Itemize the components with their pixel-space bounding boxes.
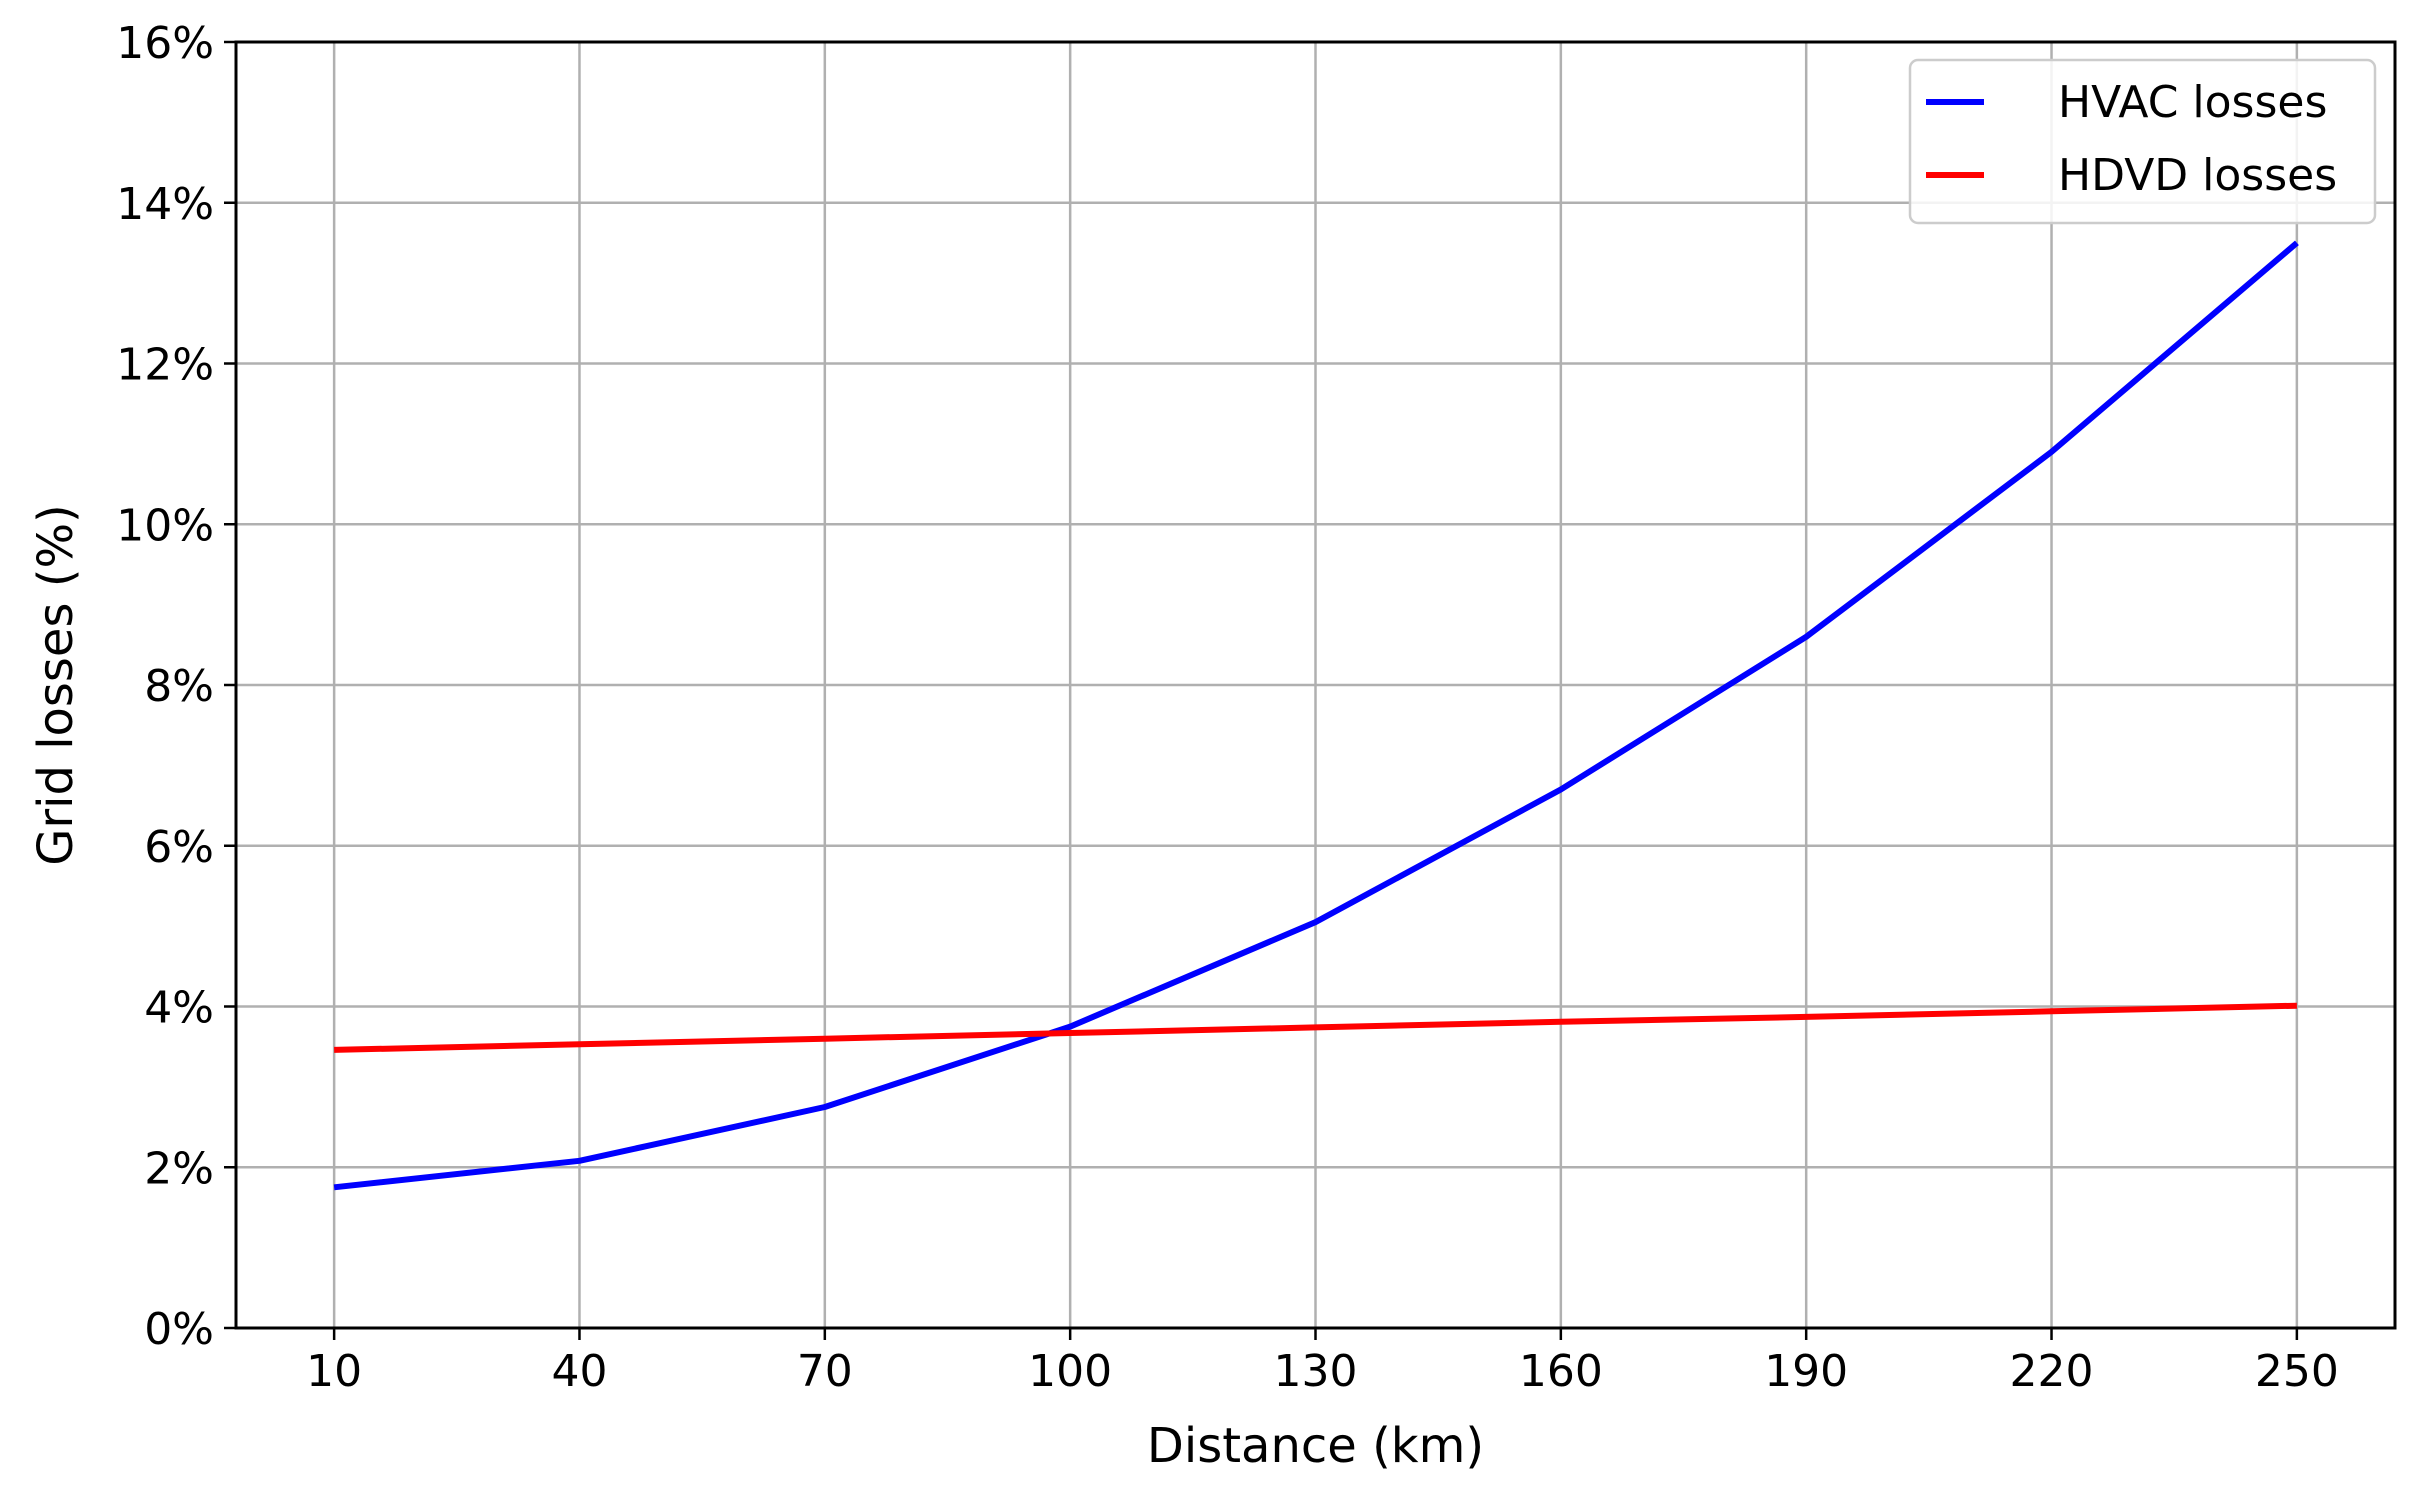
y-axis-ticks: 0% 2% 4% 6% 8% 10% 12% 14% 16% — [116, 18, 236, 1355]
x-tick-label: 10 — [306, 1346, 362, 1397]
legend: HVAC losses HDVD losses — [1908, 58, 2377, 225]
legend-label-hvac: HVAC losses — [2058, 77, 2327, 128]
y-tick-label: 2% — [144, 1143, 214, 1194]
y-tick-label: 8% — [144, 661, 214, 712]
x-tick-label: 40 — [551, 1346, 607, 1397]
x-axis-label: Distance (km) — [1147, 1418, 1484, 1474]
y-tick-label: 6% — [144, 822, 214, 873]
y-axis-label: Grid losses (%) — [28, 504, 84, 866]
x-axis-ticks: 10 40 70 100 130 160 190 220 250 — [306, 1328, 2339, 1397]
x-tick-label: 130 — [1274, 1346, 1358, 1397]
x-tick-label: 70 — [797, 1346, 853, 1397]
y-tick-label: 16% — [116, 18, 214, 69]
x-tick-label: 190 — [1764, 1346, 1848, 1397]
y-tick-label: 10% — [116, 500, 214, 551]
y-tick-label: 0% — [144, 1304, 214, 1355]
legend-box — [1908, 58, 2377, 225]
series-line-hvac — [333, 240, 2299, 1191]
legend-label-hdvd: HDVD losses — [2058, 150, 2337, 201]
series-line-hdvd — [334, 1002, 2297, 1053]
x-tick-label: 250 — [2255, 1346, 2339, 1397]
series-lines — [333, 240, 2299, 1191]
y-tick-label: 4% — [144, 983, 214, 1034]
x-tick-label: 100 — [1028, 1346, 1112, 1397]
x-tick-label: 160 — [1519, 1346, 1603, 1397]
y-tick-label: 12% — [116, 340, 214, 391]
y-tick-label: 14% — [116, 179, 214, 230]
x-tick-label: 220 — [2010, 1346, 2094, 1397]
